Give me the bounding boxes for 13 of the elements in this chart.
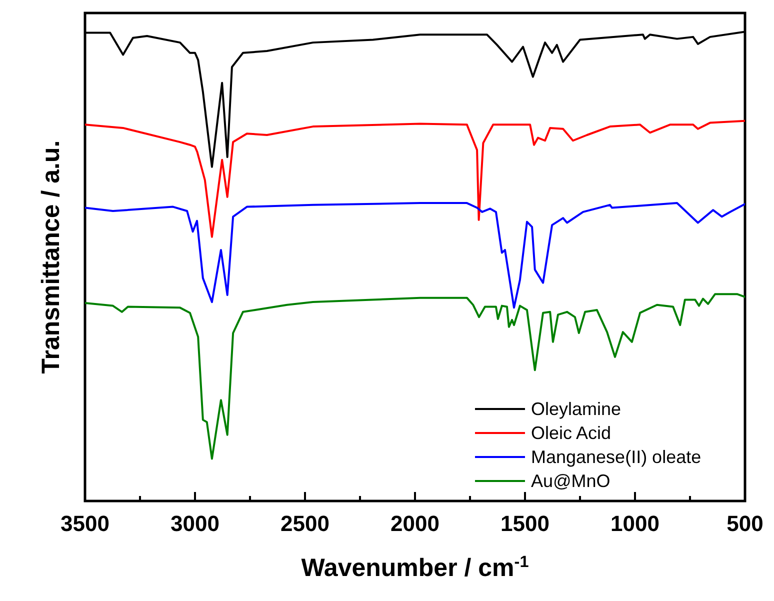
x-tick-label: 3500	[60, 511, 110, 536]
x-tick-label: 1000	[610, 511, 660, 536]
x-tick-label: 1500	[500, 511, 550, 536]
x-tick-label: 3000	[170, 511, 220, 536]
x-tick-label: 2000	[390, 511, 440, 536]
legend-label: Oleylamine	[531, 399, 622, 419]
x-tick-label: 500	[726, 511, 764, 536]
x-tick-label: 2500	[280, 511, 330, 536]
legend-label: Manganese(II) oleate	[531, 447, 702, 467]
x-axis-title: Wavenumber / cm$^{-1}$	[301, 553, 529, 582]
y-axis-title: Transmittance / a.u.	[37, 140, 65, 374]
legend-label: Oleic Acid	[531, 423, 612, 443]
legend-label: Au@MnO	[531, 471, 610, 491]
